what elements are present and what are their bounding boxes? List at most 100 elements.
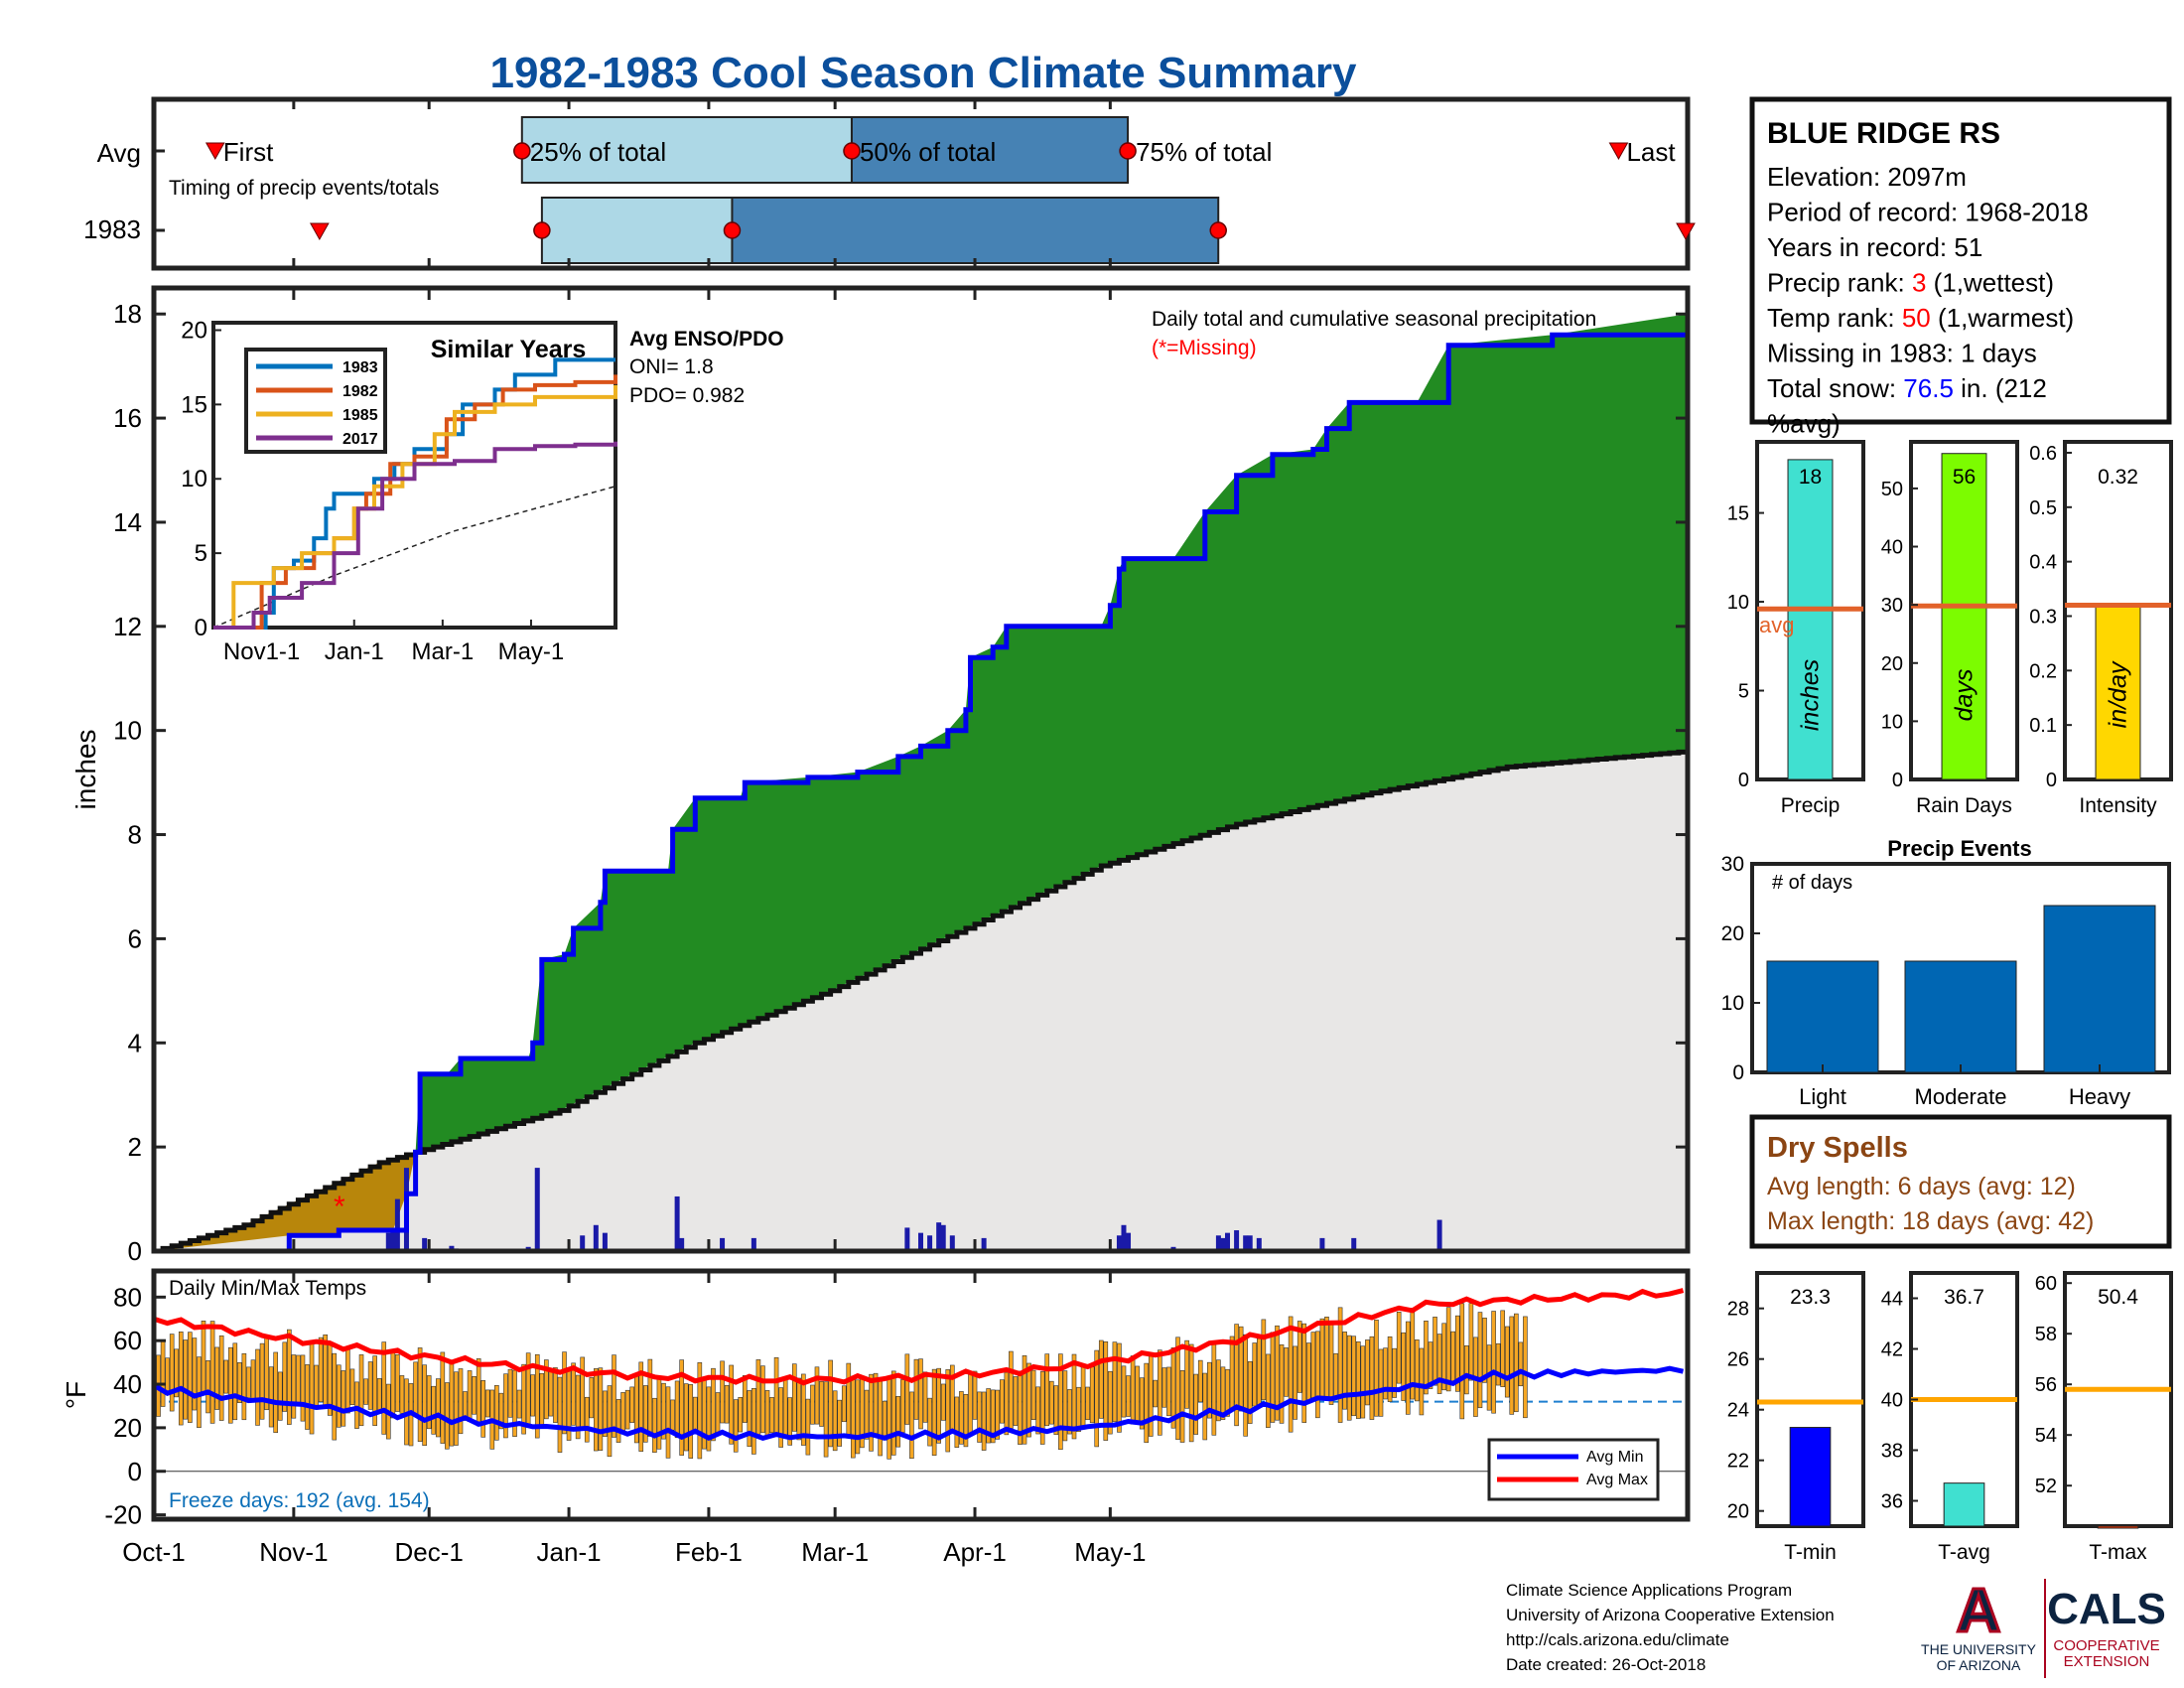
daily-temp-bar: [968, 1372, 973, 1437]
inset-legend-label: 1983: [342, 359, 378, 376]
daily-temp-bar: [647, 1358, 653, 1437]
daily-temp-bar: [1450, 1331, 1456, 1386]
daily-temp-bar: [918, 1358, 923, 1430]
daily-temp-bar: [887, 1378, 891, 1460]
daily-temp-bar: [1365, 1339, 1370, 1406]
daily-temp-bar: [1094, 1349, 1100, 1448]
daily-temp-bar: [1383, 1347, 1388, 1400]
daily-temp-bar: [241, 1352, 247, 1421]
daily-temp-bar: [1351, 1336, 1357, 1417]
precip-ytick-label: 14: [113, 507, 142, 537]
daily-precip-bar: [1234, 1230, 1240, 1251]
temp-bar-ytick-label: 58: [2035, 1324, 2057, 1345]
daily-temp-bar: [1202, 1372, 1208, 1441]
inset-ytick-label: 20: [181, 317, 207, 344]
temp-bar-value: 23.3: [1790, 1286, 1831, 1309]
daily-temp-bar: [1089, 1366, 1095, 1424]
daily-temp-bar: [940, 1383, 946, 1421]
daily-precip-bar: [1116, 1235, 1122, 1251]
daily-temp-bar: [1048, 1380, 1054, 1425]
event-bar-label: Heavy: [2069, 1084, 2130, 1109]
daily-temp-bar: [571, 1362, 576, 1426]
daily-temp-bar: [345, 1347, 350, 1414]
daily-temp-bar: [1126, 1375, 1131, 1417]
daily-temp-bar: [467, 1370, 473, 1422]
temp-bar-ytick-label: 28: [1727, 1299, 1749, 1321]
daily-temp-bar: [1266, 1353, 1271, 1428]
daily-temp-bar: [674, 1380, 680, 1439]
small-bar-precip: [1787, 459, 1834, 780]
daily-temp-bar: [426, 1375, 432, 1430]
small-bar-ytick-label: 5: [1738, 681, 1749, 703]
event-ytick-label: 0: [1732, 1061, 1744, 1084]
daily-temp-bar: [318, 1336, 324, 1403]
daily-temp-bar: [1428, 1341, 1433, 1389]
daily-precip-bar: [1225, 1232, 1230, 1251]
station-line: Temp rank: 50 (1,warmest): [1767, 303, 2074, 333]
small-bar-ytick-label: 0.5: [2029, 497, 2057, 519]
inset-ytick-label: 10: [181, 466, 207, 492]
y1983-q2-box: [731, 197, 1220, 264]
daily-temp-bar: [178, 1332, 184, 1426]
daily-temp-bar: [476, 1358, 481, 1427]
precip-ytick-label: 8: [128, 820, 142, 850]
daily-temp-bar: [1193, 1373, 1198, 1435]
daily-temp-bar: [1477, 1312, 1483, 1409]
daily-temp-bar: [454, 1371, 459, 1446]
inset-series-line-2017: [213, 441, 617, 630]
daily-temp-bar: [480, 1380, 486, 1438]
avg-max-line: [153, 1288, 1685, 1386]
x-axis-label: Jan-1: [537, 1537, 602, 1567]
daily-precip-bar: [674, 1196, 680, 1251]
daily-temp-bar: [1342, 1332, 1347, 1410]
daily-temp-bar: [218, 1335, 224, 1421]
temp-bar-frame: [2063, 1271, 2173, 1528]
freeze-days: Freeze days: 192 (avg. 154): [169, 1489, 430, 1512]
daily-temp-bar: [688, 1384, 694, 1459]
daily-temp-bar: [782, 1376, 788, 1439]
daily-temp-bar: [209, 1321, 215, 1424]
event-ytick-label: 10: [1721, 992, 1744, 1015]
daily-temp-bar: [1197, 1359, 1203, 1403]
daily-temp-bar: [363, 1378, 368, 1405]
avg-q2-box: [850, 116, 1130, 184]
daily-temp-bar: [764, 1390, 770, 1438]
temp-bar-t-min: [1789, 1427, 1832, 1527]
daily-temp-bar: [494, 1384, 499, 1441]
daily-temp-bar: [913, 1358, 919, 1420]
inset-title: Similar Years: [431, 336, 587, 363]
daily-temp-bar: [1346, 1335, 1352, 1421]
daily-temp-bar: [814, 1366, 820, 1425]
daily-temp-bar: [323, 1334, 328, 1407]
average-cumulative-line: [154, 749, 1691, 1254]
daily-temp-bar: [1188, 1343, 1194, 1443]
inset-xtick-label: May-1: [498, 638, 565, 665]
temp-bar-axis-label: T-min: [1784, 1541, 1837, 1564]
daily-temp-bar: [819, 1381, 824, 1427]
small-bar-ytick-label: 0.2: [2029, 660, 2057, 682]
daily-temp-bar: [846, 1362, 852, 1437]
event-bar-label: Moderate: [1915, 1084, 2007, 1109]
daily-temp-bar: [697, 1361, 703, 1460]
daily-precip-bar: [936, 1222, 942, 1251]
daily-precip-bar: [593, 1224, 599, 1251]
small-bar-unit: days: [1951, 669, 1979, 722]
inset-legend-label: 1982: [342, 383, 378, 400]
daily-temp-bar: [1424, 1321, 1429, 1395]
footer-line-4: Date created: 26-Oct-2018: [1506, 1655, 1706, 1674]
daily-temp-bar: [1495, 1342, 1501, 1386]
y1983-last-marker: [1676, 222, 1696, 241]
daily-temp-bar: [706, 1386, 712, 1452]
station-name: BLUE RIDGE RS: [1767, 117, 2000, 150]
daily-precip-bar: [679, 1237, 685, 1251]
daily-temp-bar: [796, 1377, 802, 1441]
daily-temp-bar: [1153, 1379, 1159, 1408]
daily-temp-bar: [349, 1368, 355, 1406]
daily-temp-bar: [851, 1375, 856, 1459]
daily-temp-bar: [773, 1356, 779, 1438]
daily-precip-bar: [1243, 1235, 1249, 1251]
daily-temp-bar: [507, 1368, 513, 1418]
daily-temp-bar: [1459, 1303, 1465, 1420]
daily-temp-bar: [214, 1346, 219, 1410]
precip-ytick-label: 0: [128, 1236, 142, 1266]
